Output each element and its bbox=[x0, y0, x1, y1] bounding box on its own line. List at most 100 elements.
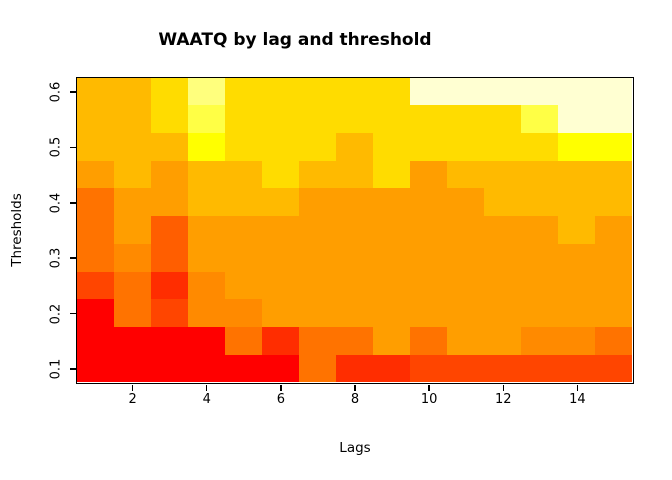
heatmap-cell bbox=[558, 243, 596, 272]
heatmap-cell bbox=[484, 216, 522, 244]
heatmap-cell bbox=[298, 216, 336, 244]
x-axis-tick bbox=[131, 384, 134, 391]
heatmap-cell bbox=[113, 160, 151, 189]
heatmap-cell bbox=[113, 105, 151, 133]
heatmap-cell bbox=[261, 105, 299, 133]
heatmap-cell bbox=[150, 354, 188, 383]
heatmap-cell bbox=[150, 132, 188, 161]
heatmap-cell bbox=[261, 77, 299, 106]
heatmap-cell bbox=[558, 105, 596, 133]
heatmap-cell bbox=[484, 327, 522, 355]
heatmap-cell bbox=[595, 132, 633, 161]
heatmap-cell bbox=[113, 243, 151, 272]
heatmap-cell bbox=[298, 327, 336, 355]
heatmap-cell bbox=[410, 160, 448, 189]
y-axis-tick bbox=[69, 202, 76, 204]
plot-area bbox=[75, 76, 634, 384]
x-tick-label: 4 bbox=[202, 392, 211, 407]
heatmap-cell bbox=[224, 271, 262, 300]
heatmap-cell bbox=[335, 132, 374, 161]
heatmap-cell bbox=[187, 243, 225, 272]
heatmap-cell bbox=[447, 132, 485, 161]
x-tick-label: 8 bbox=[350, 392, 360, 407]
heatmap-cell bbox=[113, 299, 151, 328]
heatmap-cell bbox=[373, 188, 411, 217]
heatmap-cell bbox=[261, 327, 299, 355]
heatmap-cell bbox=[484, 132, 522, 161]
heatmap-cell bbox=[558, 160, 596, 189]
heatmap-cell bbox=[335, 354, 374, 383]
heatmap-cell bbox=[521, 160, 559, 189]
heatmap-cell bbox=[298, 299, 336, 328]
heatmap-cell bbox=[261, 271, 299, 300]
heatmap-cell bbox=[521, 299, 559, 328]
heatmap-cell bbox=[261, 132, 299, 161]
heatmap-cell bbox=[187, 271, 225, 300]
heatmap-cell bbox=[76, 105, 114, 133]
heatmap-cell bbox=[187, 188, 225, 217]
heatmap-cell bbox=[224, 77, 262, 106]
heatmap-cell bbox=[335, 299, 374, 328]
heatmap-cell bbox=[224, 327, 262, 355]
heatmap-cell bbox=[447, 327, 485, 355]
heatmap-cell bbox=[410, 271, 448, 300]
heatmap-cell bbox=[595, 299, 633, 328]
heatmap-cell bbox=[447, 188, 485, 217]
heatmap-cell bbox=[113, 354, 151, 383]
heatmap-cell bbox=[558, 299, 596, 328]
y-axis-tick bbox=[69, 257, 76, 259]
heatmap-cell bbox=[150, 243, 188, 272]
heatmap-cell bbox=[447, 77, 485, 106]
heatmap-cell bbox=[595, 188, 633, 217]
heatmap-cell bbox=[484, 271, 522, 300]
heatmap-cell bbox=[261, 354, 299, 383]
heatmap-cell bbox=[224, 105, 262, 133]
heatmap-cell bbox=[447, 354, 485, 383]
heatmap-cell bbox=[150, 327, 188, 355]
heatmap-cell bbox=[521, 105, 559, 133]
heatmap-cell bbox=[335, 243, 374, 272]
x-axis-tick bbox=[280, 384, 282, 391]
heatmap-cell bbox=[595, 160, 633, 189]
heatmap-cell bbox=[410, 105, 448, 133]
heatmap-cell bbox=[373, 160, 411, 189]
heatmap-cell bbox=[113, 188, 151, 217]
heatmap-cell bbox=[521, 243, 559, 272]
heatmap-cell bbox=[187, 105, 225, 133]
x-axis-tick bbox=[354, 384, 356, 391]
heatmap-cell bbox=[224, 354, 262, 383]
y-tick-label: 0.4 bbox=[48, 192, 64, 214]
heatmap-cell bbox=[373, 299, 411, 328]
heatmap-cell bbox=[261, 160, 299, 189]
y-tick-label: 0.6 bbox=[48, 81, 64, 103]
heatmap-cell bbox=[224, 243, 262, 272]
heatmap-cell bbox=[224, 299, 262, 328]
heatmap-cell bbox=[484, 160, 522, 189]
heatmap-cell bbox=[113, 271, 151, 300]
heatmap-cell bbox=[373, 354, 411, 383]
heatmap-cell bbox=[521, 327, 559, 355]
heatmap-cell bbox=[298, 160, 336, 189]
heatmap-cell bbox=[484, 354, 522, 383]
heatmap-cell bbox=[410, 354, 448, 383]
heatmap-cell bbox=[484, 77, 522, 106]
heatmap-cell bbox=[298, 105, 336, 133]
heatmap-cell bbox=[335, 216, 374, 244]
heatmap-cell bbox=[150, 216, 188, 244]
heatmap-cell bbox=[521, 77, 559, 106]
heatmap-cell bbox=[410, 243, 448, 272]
heatmap-cell bbox=[76, 132, 114, 161]
heatmap-cell bbox=[373, 77, 411, 106]
heatmap-cell bbox=[373, 216, 411, 244]
heatmap-cell bbox=[484, 243, 522, 272]
heatmap-cell bbox=[447, 216, 485, 244]
heatmap-cell bbox=[224, 160, 262, 189]
heatmap-cell bbox=[558, 354, 596, 383]
heatmap-cell bbox=[595, 77, 633, 106]
heatmap-cell bbox=[187, 299, 225, 328]
heatmap-cell bbox=[335, 188, 374, 217]
heatmap-cell bbox=[76, 77, 114, 106]
heatmap-cell bbox=[150, 271, 188, 300]
heatmap-cell bbox=[76, 216, 114, 244]
